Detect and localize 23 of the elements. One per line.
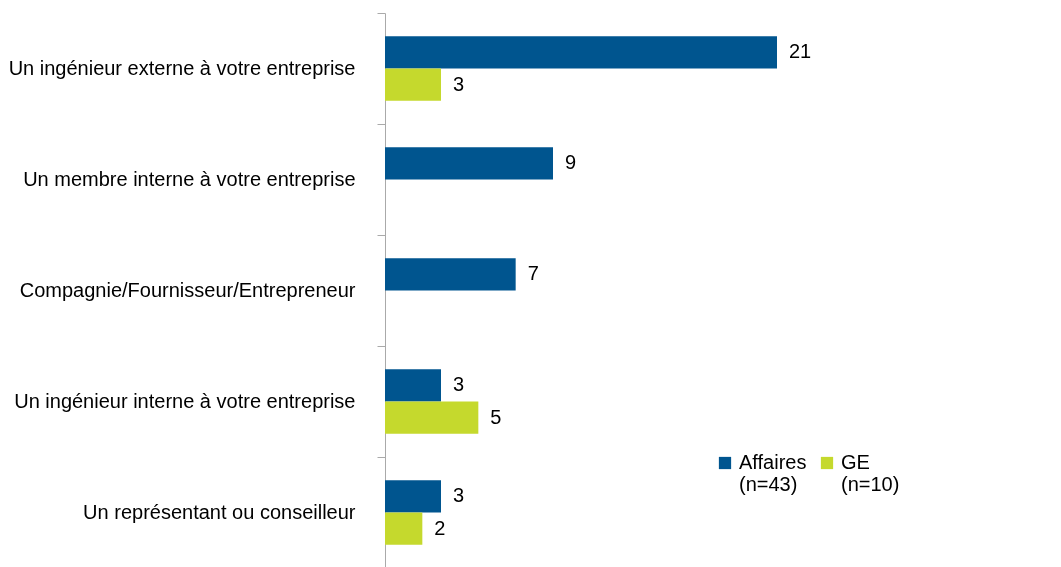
bar [385, 480, 441, 513]
bar [385, 36, 777, 69]
y-tick-label: Un ingénieur externe à votre entreprise [8, 56, 356, 79]
data-label: 9 [565, 151, 577, 174]
bar [385, 68, 441, 101]
y-tick-label: Un représentant ou conseilleur [83, 500, 356, 523]
bar [385, 147, 553, 180]
y-tick-label: Compagnie/Fournisseur/Entrepreneur [19, 278, 356, 301]
bar [385, 258, 516, 291]
legend-label: GE (n=10) [841, 451, 900, 495]
bar [385, 512, 423, 545]
y-tick-label: Un membre interne à votre entreprise [23, 167, 356, 190]
data-label: 3 [453, 72, 465, 95]
data-label: 7 [527, 262, 539, 285]
data-label: 2 [434, 516, 446, 539]
y-tick-label: Un ingénieur interne à votre entreprise [14, 389, 356, 412]
data-label: 3 [453, 373, 465, 396]
data-label: 5 [490, 405, 502, 428]
bar [385, 369, 441, 402]
data-label: 21 [789, 40, 812, 63]
bar [385, 401, 479, 434]
legend-label: Affaires (n=43) [739, 451, 807, 495]
data-label: 3 [453, 484, 465, 507]
